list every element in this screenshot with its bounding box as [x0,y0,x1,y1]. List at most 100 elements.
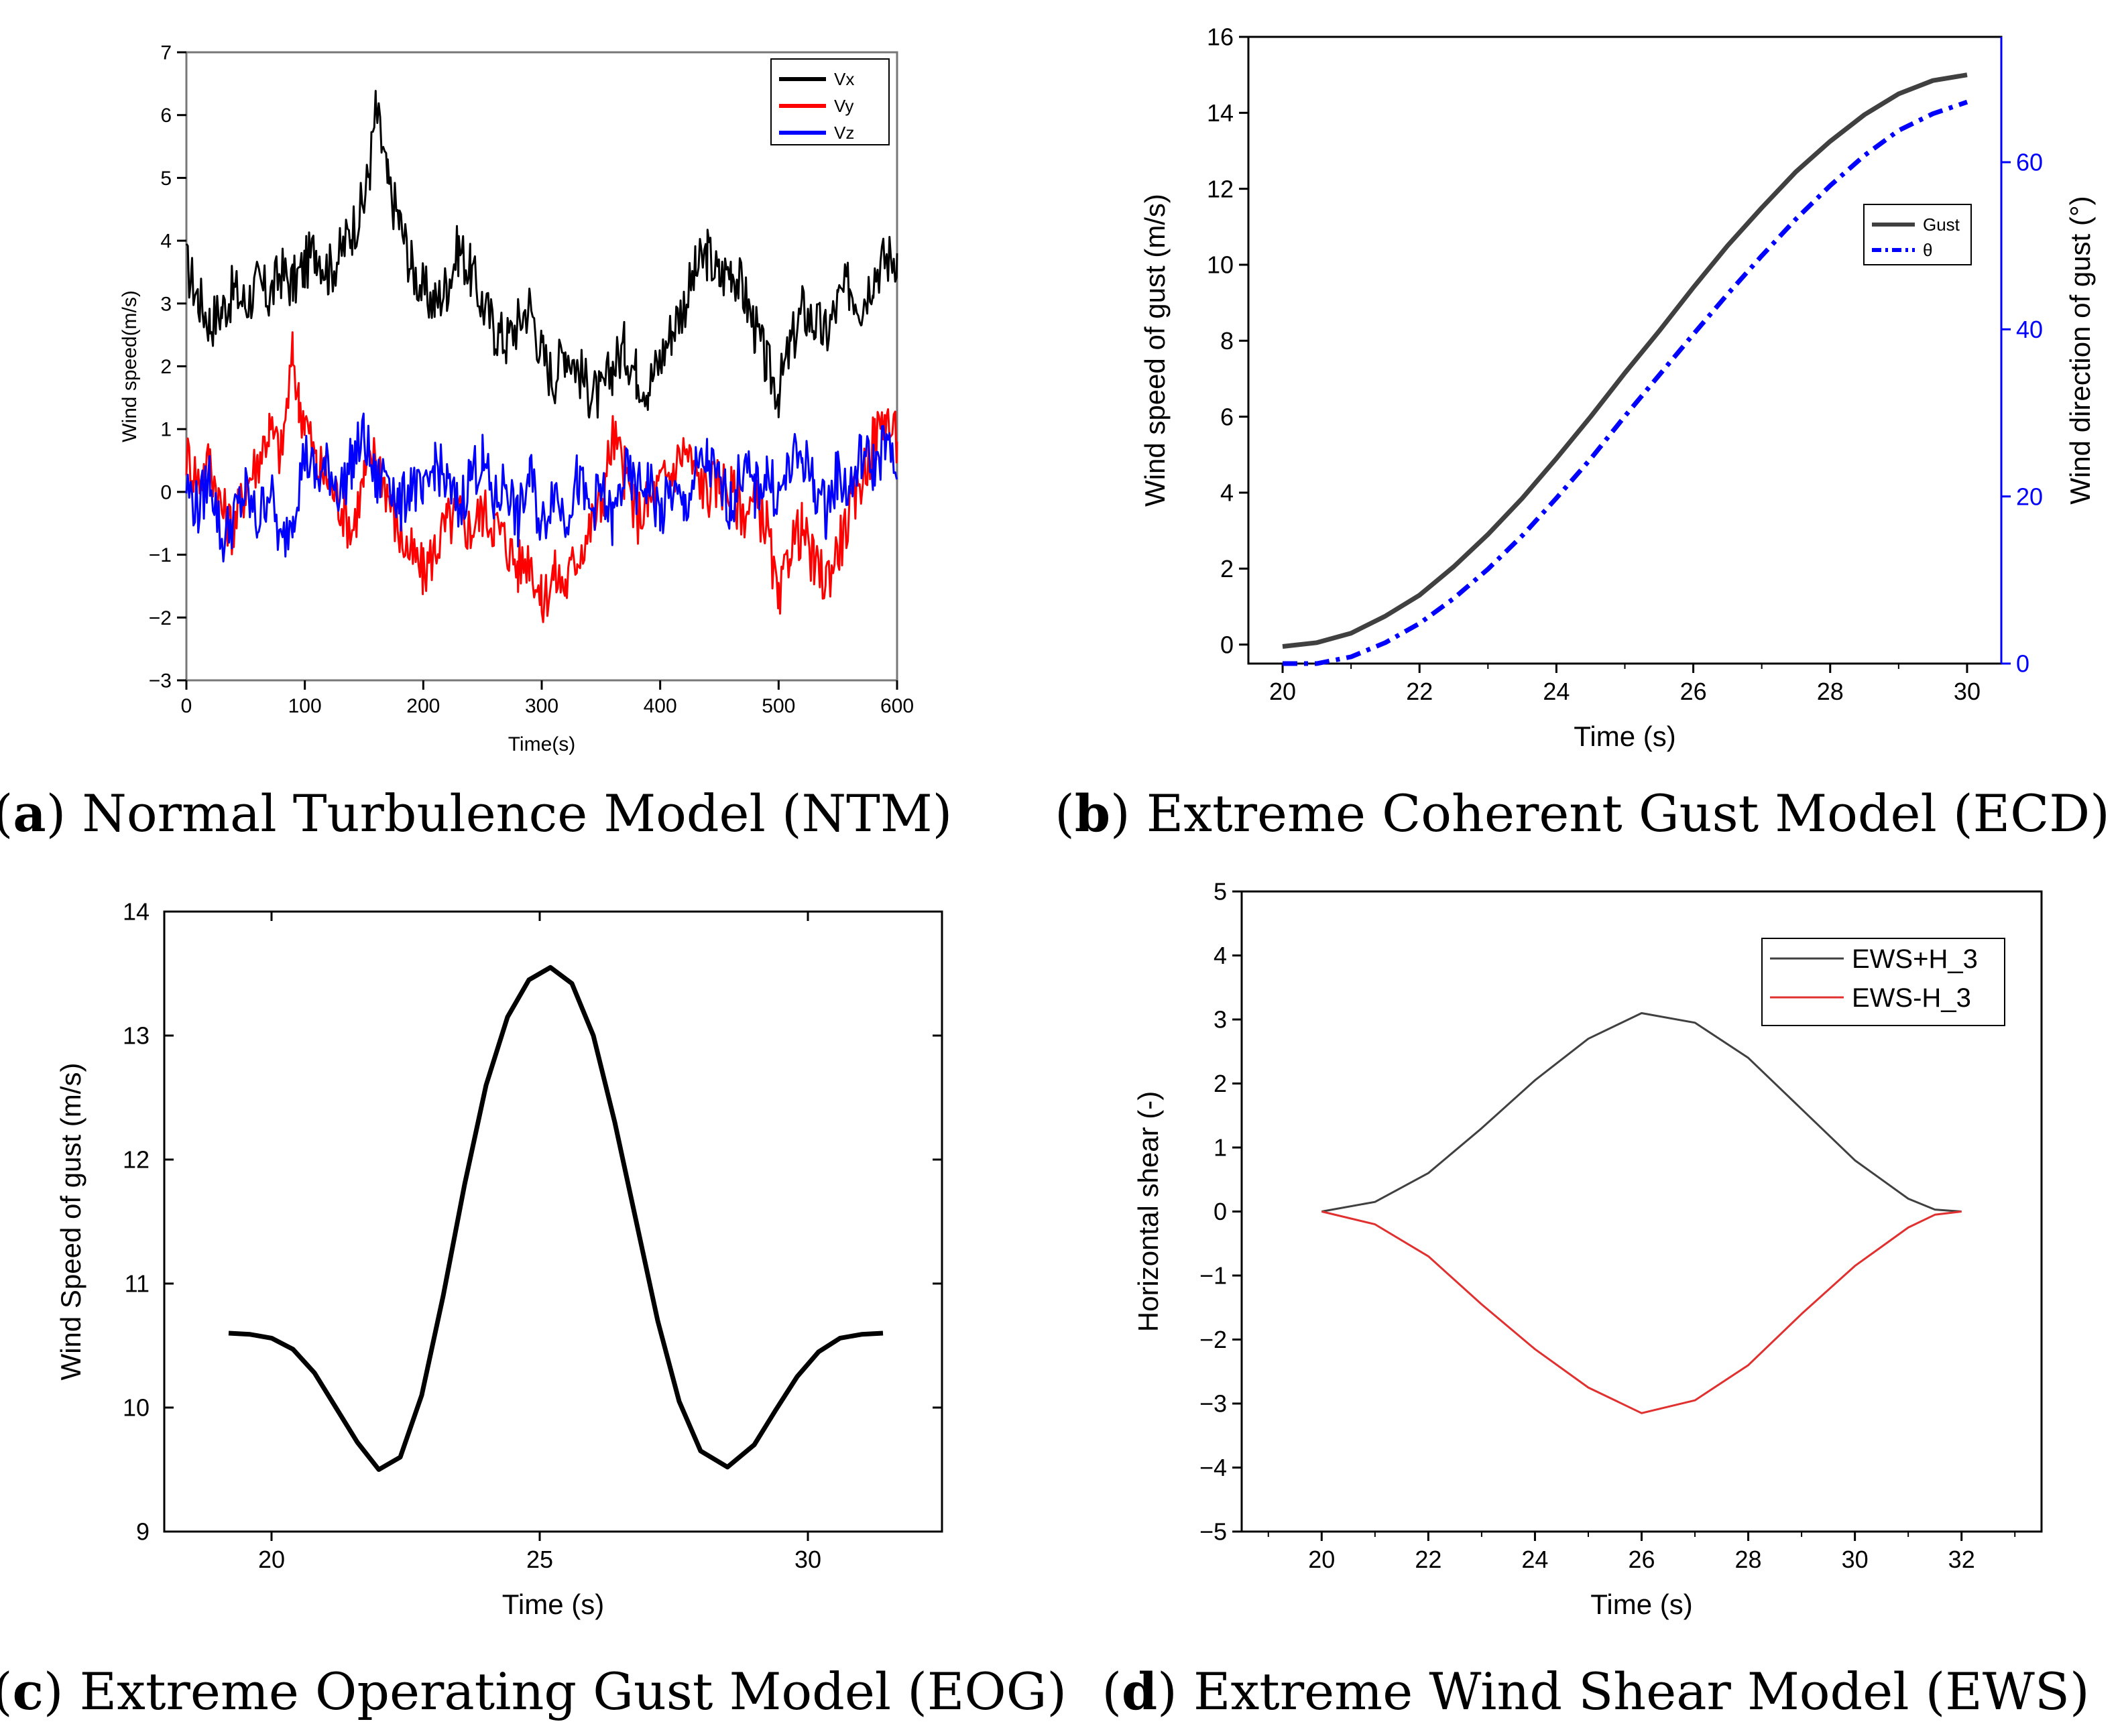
x-tick-label: 300 [525,695,558,717]
x-tick-label: 400 [644,695,677,717]
y-tick-label: −2 [149,607,172,629]
x-tick-label: 32 [1948,1546,1975,1573]
legend-label: Vx [834,69,854,89]
x-tick-label: 30 [1842,1546,1869,1573]
chart-c: 20 25 30 9 10 11 12 13 14 Time (s) Wind Speed of g… [55,898,943,1620]
x-tick-label: 20 [258,1546,285,1573]
y-tick-label: 4 [1214,942,1227,969]
y2-tick-label: 0 [2016,650,2029,678]
x-tick-label: 26 [1628,1546,1655,1573]
x-tick-label: 24 [1521,1546,1548,1573]
y-tick-label: −4 [1199,1454,1227,1481]
y-tick-label: −1 [149,544,172,566]
x-axis-label: Time (s) [502,1589,604,1620]
x-tick-label: 0 [181,695,192,717]
y-tick-label: 9 [136,1518,150,1546]
x-tick-label: 500 [762,695,795,717]
y-tick-label: 0 [1220,631,1234,658]
y-tick-label: 7 [160,42,172,64]
y-axis-label: Wind speed(m/s) [119,290,141,442]
y-tick-label: 14 [1207,99,1234,127]
y-tick-label: 1 [1214,1134,1227,1162]
y-tick-label: −3 [149,670,172,692]
legend-box [770,58,890,145]
chart-a: 0 100 200 300 400 500 600 −3 −2 −1 0 1 2 3 4 5 6 7 Time(s)… [119,42,914,756]
x-tick-label: 20 [1269,678,1296,705]
plot-frame [163,910,943,1533]
y-tick-label: 2 [1214,1070,1227,1097]
y-tick-label: 12 [123,1146,150,1174]
x-tick-label: 28 [1735,1546,1762,1573]
y-tick-label: 1 [160,419,172,441]
x-tick-label: 100 [288,695,322,717]
y-tick-label: −1 [1199,1262,1227,1290]
series-line-eog [228,965,884,1472]
y-tick-label: 12 [1207,175,1234,202]
x-axis-label: Time(s) [508,733,576,755]
legend-label: Gust [1923,214,1960,235]
y-tick-label: 2 [160,356,172,378]
caption-a: (a) Normal Turbulence Model (NTM) [0,784,952,843]
legend-label: EWS-H_3 [1852,983,1971,1013]
y-tick-label: 0 [1214,1198,1227,1225]
series-line-ews-h-3 [1321,1211,1962,1414]
y-tick-label: −5 [1199,1518,1227,1546]
y-tick-label: 4 [1220,479,1234,507]
x-tick-label: 22 [1415,1546,1441,1573]
legend-box [1863,204,1972,265]
x-tick-label: 22 [1406,678,1433,705]
legend-label: θ [1923,240,1932,260]
series-line-ews-h-3 [1321,1012,1962,1213]
x-axis-label: Time (s) [1574,721,1675,752]
y-tick-label: 0 [160,481,172,503]
x-tick-label: 24 [1543,678,1570,705]
y2-axis-label: Wind direction of gust (°) [2064,196,2096,504]
y2-tick-label: 40 [2016,316,2043,343]
y-tick-label: 6 [1220,403,1234,430]
x-tick-label: 25 [526,1546,553,1573]
y-tick-label: 6 [160,105,172,127]
caption-d: (d) Extreme Wind Shear Model (EWS) [1102,1662,2089,1721]
y-tick-label: 3 [1214,1006,1227,1034]
x-tick-label: 28 [1817,678,1844,705]
y-tick-label: 10 [123,1394,150,1422]
y-tick-label: 16 [1207,23,1234,51]
series-line-vz [185,412,898,563]
x-tick-label: 26 [1680,678,1707,705]
caption-c: (c) Extreme Operating Gust Model (EOG) [0,1662,1067,1721]
y-tick-label: 4 [160,231,172,253]
x-tick-label: 600 [880,695,914,717]
caption-b: (b) Extreme Coherent Gust Model (ECD) [1055,784,2110,843]
y-axis-label: Wind Speed of gust (m/s) [55,1063,86,1381]
y-tick-label: 5 [160,168,172,190]
legend-box [1761,938,2005,1026]
y-tick-label: −2 [1199,1326,1227,1353]
series-line-gust [1282,72,1968,649]
y2-tick-label: 20 [2016,483,2043,510]
y-tick-label: 2 [1220,555,1234,582]
y2-tick-label: 60 [2016,149,2043,176]
y-tick-label: −3 [1199,1390,1227,1418]
y-tick-label: 8 [1220,327,1234,355]
y-tick-label: 13 [123,1022,150,1050]
x-tick-label: 200 [406,695,440,717]
x-tick-label: 20 [1308,1546,1335,1573]
x-axis-label: Time (s) [1590,1589,1692,1620]
plot-frame [1247,36,2003,665]
y-tick-label: 11 [125,1270,150,1298]
y-axis-label: Horizontal shear (-) [1132,1091,1164,1332]
y-tick-label: 14 [123,898,150,926]
x-tick-label: 30 [1954,678,1981,705]
y-tick-label: 5 [1214,878,1227,906]
legend-label: EWS+H_3 [1852,944,1978,974]
y-tick-label: 3 [160,293,172,315]
y-axis-label: Wind speed of gust (m/s) [1139,194,1171,507]
series-line-- [1283,99,1968,666]
legend-label: Vy [834,96,853,116]
chart-d: 20 22 24 26 28 30 32 −5 −4 −3 −2 −1 0 1 2 3 4 5 Time (s) Ho… [1132,878,2043,1620]
y-tick-label: 10 [1207,251,1234,279]
series-line-vy [185,331,898,623]
legend-label: Vz [834,123,854,143]
